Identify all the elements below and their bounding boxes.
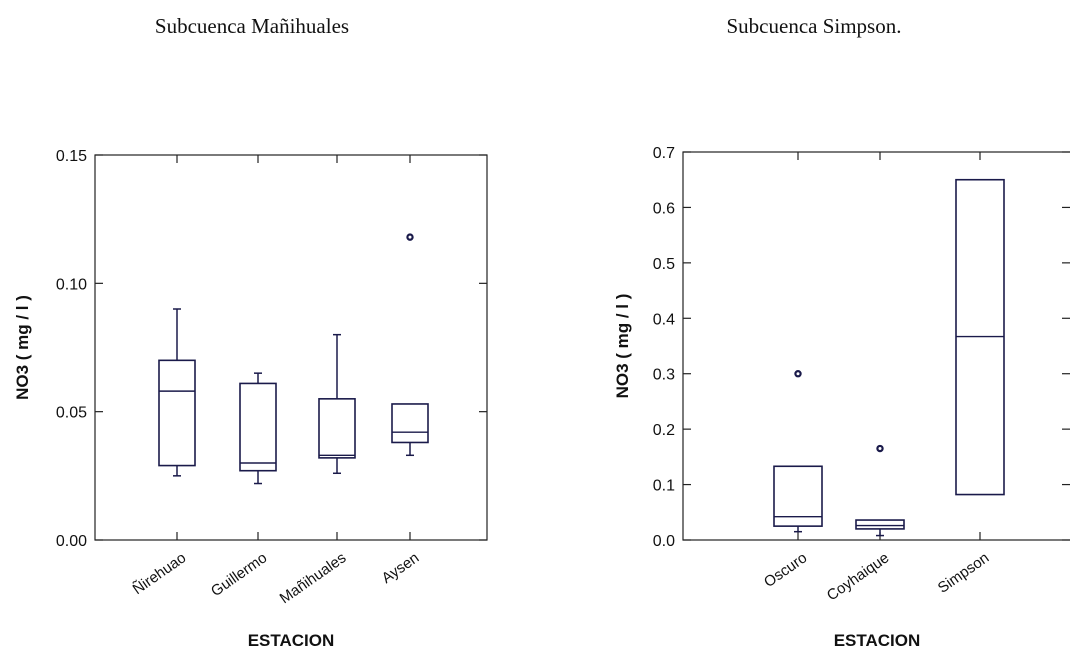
box-outlier-point [876, 444, 884, 453]
box-iqr [855, 519, 905, 530]
box-iqr [158, 359, 196, 467]
y-tick-label: 0.6 [653, 200, 675, 217]
x-axis-title: ESTACION [248, 631, 335, 650]
y-tick-label: 0.00 [56, 533, 87, 550]
right-chart-title: Subcuenca Simpson. [727, 14, 902, 38]
y-tick-label: 0.5 [653, 256, 675, 273]
y-axis-title: NO3 ( mg / l ) [613, 294, 632, 399]
y-tick-label: 0.10 [56, 276, 87, 293]
plot-frame [682, 151, 1070, 541]
left-chart-title: Subcuenca Mañihuales [155, 14, 349, 38]
x-category-label: Coyhaique [824, 549, 892, 604]
x-category-label: Ñirehuao [130, 549, 190, 598]
y-axis-title: NO3 ( mg / l ) [13, 295, 32, 400]
box-outlier-point [794, 370, 802, 378]
box-iqr [239, 382, 277, 472]
x-category-label: Aysen [379, 549, 423, 587]
left-boxplot-chart: 0.00 0.05 0.10 0.15 Ñirehuao Guillermo Mañihua… [13, 148, 488, 650]
x-category-label: Mañihuales [277, 549, 350, 607]
y-tick-label: 0.7 [653, 145, 675, 162]
x-category-label: Oscuro [761, 549, 810, 591]
x-category-label: Guillermo [208, 549, 270, 600]
y-tick-label: 0.0 [653, 533, 675, 550]
box-outlier-point [406, 233, 414, 241]
box-iqr [318, 398, 356, 459]
y-tick-label: 0.05 [56, 405, 87, 422]
y-tick-label: 0.3 [653, 367, 675, 384]
x-axis-title: ESTACION [834, 631, 921, 650]
y-tick-label: 0.2 [653, 422, 675, 439]
right-boxplot-chart: 0.0 0.1 0.2 0.3 0.4 0.5 0.6 0.7 Oscuro Coyhaique S… [613, 145, 1070, 650]
x-category-label: Simpson [935, 549, 993, 596]
y-tick-label: 0.4 [653, 311, 675, 328]
y-tick-label: 0.1 [653, 478, 675, 495]
plot-frame [94, 154, 488, 541]
box-iqr [391, 403, 429, 444]
y-tick-label: 0.15 [56, 148, 87, 165]
